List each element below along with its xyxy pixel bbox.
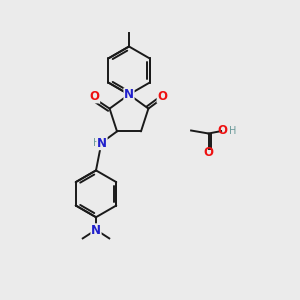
- Text: H: H: [229, 126, 236, 136]
- Text: N: N: [91, 224, 101, 237]
- Text: O: O: [157, 90, 167, 103]
- Text: N: N: [124, 88, 134, 101]
- Text: O: O: [90, 90, 100, 103]
- Text: N: N: [97, 136, 107, 150]
- Text: O: O: [217, 124, 227, 137]
- Text: H: H: [92, 138, 100, 148]
- Text: O: O: [203, 146, 214, 159]
